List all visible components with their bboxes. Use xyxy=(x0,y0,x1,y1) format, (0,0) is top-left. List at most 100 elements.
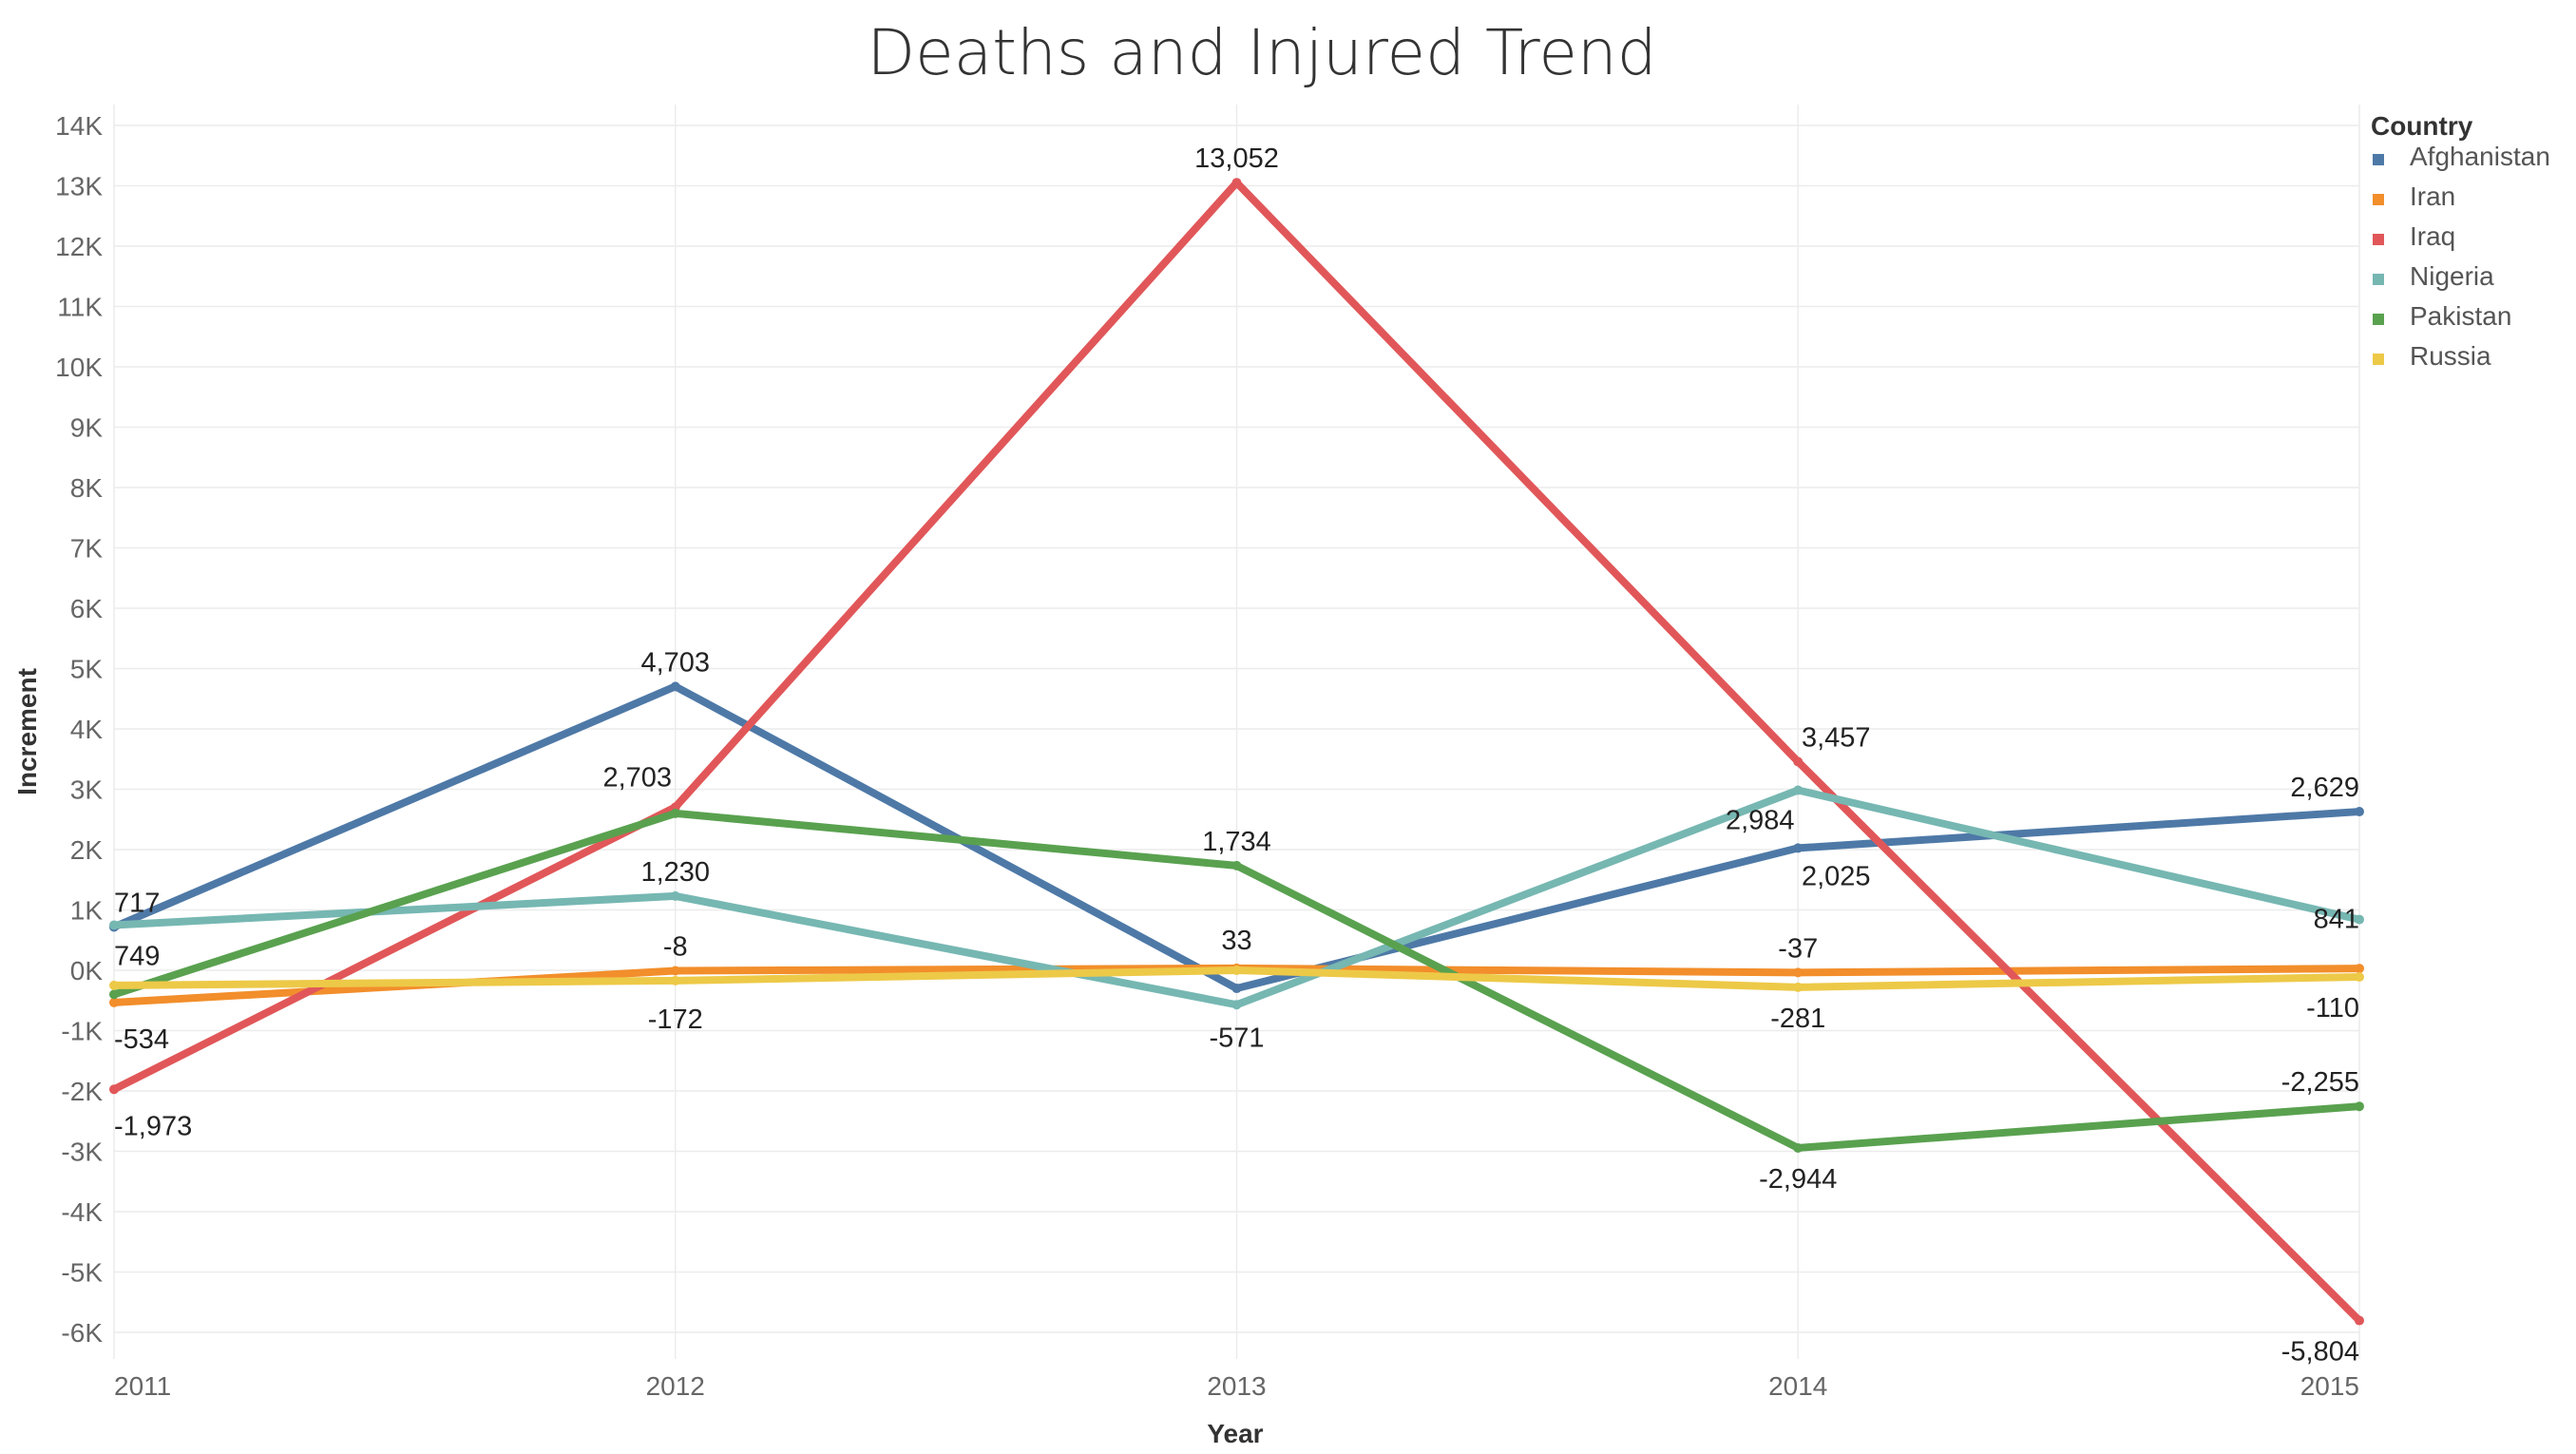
data-point-iran xyxy=(1793,967,1803,978)
data-point-afghanistan xyxy=(1793,843,1803,853)
data-label: -2,944 xyxy=(1759,1164,1837,1195)
data-point-iran xyxy=(2355,964,2364,974)
legend-title: Country xyxy=(2371,111,2473,141)
data-point-nigeria xyxy=(1793,785,1803,795)
legend-label-iraq: Iraq xyxy=(2410,221,2455,251)
y-tick-label: 5K xyxy=(70,655,104,684)
data-label: -281 xyxy=(1770,1004,1825,1034)
data-label: 1,230 xyxy=(640,857,710,888)
y-tick-label: -5K xyxy=(61,1258,103,1288)
data-label: 2,025 xyxy=(1802,861,1871,891)
legend-swatch-iran xyxy=(2373,194,2384,205)
x-tick-label: 2014 xyxy=(1768,1371,1827,1401)
data-point-nigeria xyxy=(109,920,119,930)
y-tick-label: -1K xyxy=(61,1017,103,1046)
data-point-afghanistan xyxy=(670,681,680,692)
data-label: -8 xyxy=(663,932,688,963)
legend-swatch-afghanistan xyxy=(2373,154,2384,165)
y-tick-label: -4K xyxy=(61,1197,103,1227)
data-label: 33 xyxy=(1221,926,1251,956)
x-axis-title: Year xyxy=(1207,1419,1263,1448)
y-tick-label: 13K xyxy=(55,172,103,201)
data-point-nigeria xyxy=(2355,914,2364,925)
series-lines xyxy=(109,178,2364,1326)
x-tick-label: 2012 xyxy=(646,1371,705,1401)
y-tick-label: 8K xyxy=(70,473,104,503)
data-label: -534 xyxy=(114,1024,169,1055)
y-tick-label: 2K xyxy=(70,835,104,865)
data-point-pakistan xyxy=(109,989,119,1000)
data-label: 749 xyxy=(114,941,160,971)
y-tick-label: 14K xyxy=(55,111,103,141)
grid xyxy=(113,105,2360,1359)
data-point-iran xyxy=(670,966,680,976)
data-label: 4,703 xyxy=(640,647,710,678)
y-tick-label: 1K xyxy=(70,896,104,926)
y-tick-label: 6K xyxy=(70,594,104,623)
y-axis-title: Increment xyxy=(12,668,42,795)
data-point-afghanistan xyxy=(2355,807,2364,817)
data-label: 2,703 xyxy=(602,762,672,793)
data-label: 3,457 xyxy=(1802,722,1871,753)
y-axis: 14K 13K 12K 11K 10K 9K 8K 7K 6K 5K 4K 3K 2K 1K 0K -1K -2… xyxy=(55,111,103,1348)
data-labels: 717 749 -534 -1,973 4,703 2,703 1,230 -8 -172 13,… xyxy=(114,143,2359,1367)
data-label: -110 xyxy=(2306,993,2359,1024)
x-tick-label: 2013 xyxy=(1207,1371,1266,1401)
legend-swatch-pakistan xyxy=(2373,314,2384,325)
y-tick-label: 12K xyxy=(55,232,103,261)
x-tick-label: 2015 xyxy=(2300,1371,2359,1401)
data-label: 2,629 xyxy=(2290,773,2359,803)
data-point-russia xyxy=(109,980,119,990)
y-tick-label: -6K xyxy=(61,1318,103,1348)
data-point-afghanistan xyxy=(1231,984,1242,994)
x-axis: 2011 2012 2013 2014 2015 xyxy=(114,1371,2359,1401)
data-point-russia xyxy=(1793,982,1803,992)
y-tick-label: 10K xyxy=(55,353,103,382)
y-tick-label: 9K xyxy=(70,413,104,443)
legend-swatch-russia xyxy=(2373,354,2384,365)
y-tick-label: 7K xyxy=(70,534,104,564)
data-label: -37 xyxy=(1778,933,1818,964)
y-tick-label: 3K xyxy=(70,775,104,805)
data-label: -5,804 xyxy=(2281,1337,2359,1368)
y-tick-label: 0K xyxy=(70,956,104,985)
data-point-pakistan xyxy=(2355,1101,2364,1112)
data-point-pakistan xyxy=(670,808,680,818)
data-label: 841 xyxy=(2314,905,2359,935)
data-point-iraq xyxy=(1231,178,1242,188)
legend-label-pakistan: Pakistan xyxy=(2410,301,2511,331)
data-point-iraq xyxy=(2355,1315,2364,1326)
y-tick-label: -2K xyxy=(61,1077,103,1106)
legend-label-iran: Iran xyxy=(2410,182,2455,211)
data-label: 1,734 xyxy=(1202,827,1271,857)
data-point-iraq xyxy=(109,1084,119,1095)
data-point-nigeria xyxy=(1231,1000,1242,1010)
legend-label-nigeria: Nigeria xyxy=(2410,261,2494,291)
data-point-iran xyxy=(109,997,119,1007)
data-point-russia xyxy=(1231,966,1242,975)
data-label: -571 xyxy=(1209,1023,1264,1053)
legend-label-russia: Russia xyxy=(2410,341,2491,371)
y-tick-label: 11K xyxy=(57,293,103,322)
legend-swatch-iraq xyxy=(2373,234,2384,245)
legend-label-afghanistan: Afghanistan xyxy=(2410,142,2550,171)
data-point-nigeria xyxy=(670,890,680,901)
y-tick-label: -3K xyxy=(61,1138,103,1167)
data-point-pakistan xyxy=(1231,860,1242,870)
data-label: -172 xyxy=(648,1004,703,1035)
data-label: 2,984 xyxy=(1726,806,1795,836)
data-point-iraq xyxy=(1793,756,1803,767)
data-point-pakistan xyxy=(1793,1142,1803,1153)
x-tick-label: 2011 xyxy=(114,1371,171,1401)
data-label: -1,973 xyxy=(114,1111,192,1141)
data-label: 717 xyxy=(114,888,160,918)
data-point-russia xyxy=(670,975,680,985)
y-tick-label: 4K xyxy=(70,715,104,744)
data-label: 13,052 xyxy=(1194,143,1279,174)
chart-title: Deaths and Injured Trend xyxy=(867,16,1656,89)
legend-swatch-nigeria xyxy=(2373,274,2384,285)
data-label: -2,255 xyxy=(2281,1067,2359,1098)
data-point-russia xyxy=(2355,971,2364,982)
legend: Country Afghanistan Iran Iraq Nigeria Pakist… xyxy=(2371,111,2550,371)
